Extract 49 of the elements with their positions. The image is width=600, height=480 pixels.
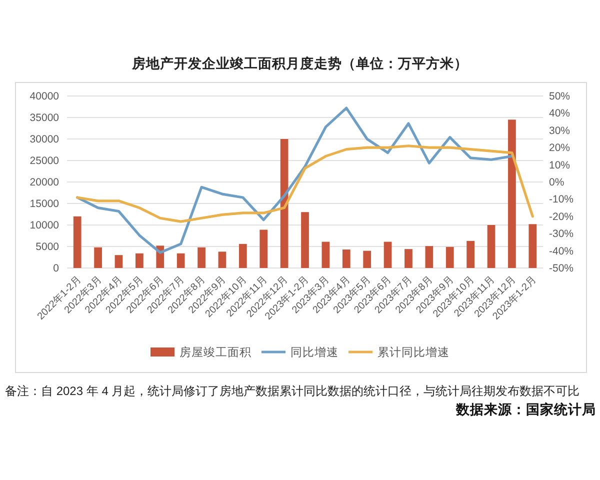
- y2-tick-label: -50%: [549, 262, 574, 274]
- y-tick-label: 0: [53, 262, 60, 274]
- bar: [487, 225, 496, 268]
- y2-tick-label: -10%: [549, 194, 574, 206]
- line-series: [76, 144, 534, 223]
- legend-label: 同比增速: [290, 346, 338, 360]
- bar: [260, 230, 268, 268]
- y2-tick-label: -40%: [549, 245, 574, 258]
- bar: [198, 247, 206, 268]
- bar: [114, 255, 123, 268]
- bar: [238, 244, 247, 268]
- y2-tick-label: -20%: [549, 210, 574, 223]
- bar: [425, 246, 434, 268]
- bar: [94, 247, 102, 268]
- bar: [73, 216, 82, 268]
- text: 备注：自 2023 年 4 月起，统计局修订了房地产数据累计同比数据的统计口径，与统计局往期发布数据不可比: [5, 384, 580, 398]
- y2-tick-label: 10%: [549, 159, 570, 172]
- y2-tick-label: 50%: [549, 90, 570, 102]
- line-series: [76, 106, 514, 254]
- y-tick-label: 10000: [30, 220, 60, 232]
- y-tick-label: 20000: [30, 176, 60, 188]
- y2-tick-label: 0%: [549, 176, 564, 188]
- bar: [528, 224, 537, 268]
- bar: [301, 212, 309, 268]
- y-tick-label: 30000: [30, 134, 60, 146]
- bar: [404, 249, 412, 268]
- y-tick-label: 5000: [36, 241, 60, 253]
- bar: [218, 252, 226, 268]
- y-tick-label: 40000: [30, 90, 60, 102]
- y-tick-label: 25000: [30, 155, 60, 167]
- bar: [136, 253, 144, 268]
- bar: [466, 240, 474, 268]
- legend-label: 房屋竣工面积: [180, 345, 252, 360]
- bar: [446, 246, 454, 268]
- y2-tick-label: 30%: [549, 124, 570, 137]
- y2-tick-label: 40%: [549, 108, 570, 120]
- chart-title: 房地产开发企业竣工面积月度走势（单位：万平方米）: [131, 55, 468, 71]
- bar: [363, 250, 372, 268]
- y2-tick-label: 20%: [549, 142, 570, 154]
- y-tick-label: 15000: [30, 198, 60, 210]
- source-note: 数据来源：国家统计局: [455, 401, 596, 417]
- bar: [384, 242, 392, 268]
- y-tick-label: 35000: [30, 112, 60, 124]
- legend-label: 累计同比增速: [378, 346, 450, 360]
- bar: [508, 120, 516, 268]
- bar: [176, 253, 185, 268]
- bar: [322, 242, 330, 268]
- y2-tick-label: -30%: [549, 228, 574, 240]
- bar: [342, 250, 350, 268]
